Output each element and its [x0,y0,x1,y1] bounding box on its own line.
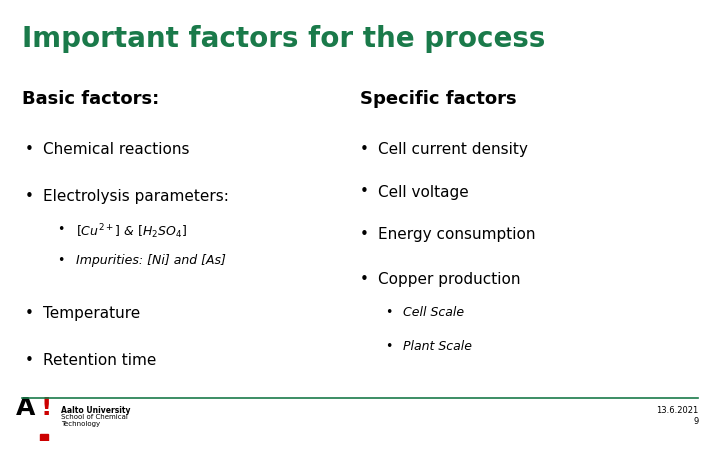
Text: Cell Scale: Cell Scale [403,306,464,319]
Text: •: • [25,306,34,321]
Text: Technology: Technology [61,421,100,427]
Text: School of Chemical: School of Chemical [61,414,128,420]
Text: !: ! [40,396,52,420]
Text: •: • [360,184,369,199]
Text: A: A [16,396,35,420]
Text: $[Cu^{2+}]$ & $[H_2SO_4]$: $[Cu^{2+}]$ & $[H_2SO_4]$ [76,223,186,242]
Text: 9: 9 [693,417,698,426]
Text: •: • [360,272,369,287]
Text: Retention time: Retention time [43,353,156,368]
Text: Temperature: Temperature [43,306,140,321]
Text: Specific factors: Specific factors [360,90,517,108]
Text: Impurities: [Ni] and [As]: Impurities: [Ni] and [As] [76,254,225,267]
Text: •: • [360,142,369,157]
Text: Chemical reactions: Chemical reactions [43,142,189,157]
Text: •: • [25,189,34,204]
Text: •: • [58,254,65,267]
Text: Copper production: Copper production [378,272,521,287]
Text: •: • [360,227,369,242]
Text: •: • [25,142,34,157]
Text: Basic factors:: Basic factors: [22,90,159,108]
Text: 13.6.2021: 13.6.2021 [656,406,698,415]
Text: •: • [385,306,392,319]
Bar [40,434,48,441]
Text: Important factors for the process: Important factors for the process [22,25,545,53]
Text: Energy consumption: Energy consumption [378,227,536,242]
Text: Cell voltage: Cell voltage [378,184,469,199]
Text: •: • [58,223,65,236]
Text: •: • [385,340,392,353]
Text: Aalto University: Aalto University [61,406,131,415]
Text: •: • [25,353,34,368]
Text: Electrolysis parameters:: Electrolysis parameters: [43,189,229,204]
Text: Cell current density: Cell current density [378,142,528,157]
Text: Plant Scale: Plant Scale [403,340,472,353]
